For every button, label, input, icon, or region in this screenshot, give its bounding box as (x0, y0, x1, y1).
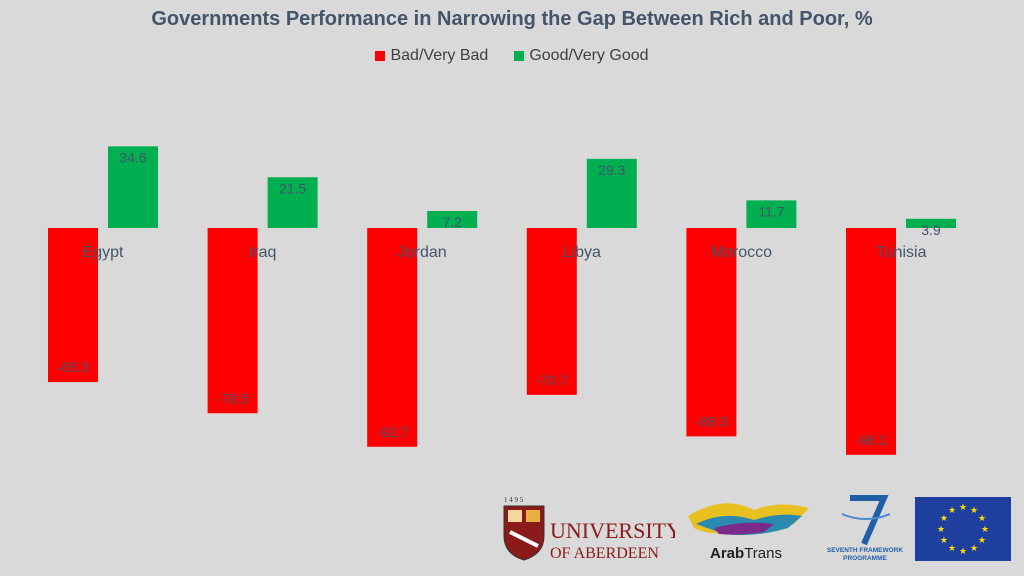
data-label: -78.5 (217, 390, 249, 406)
bar-bad (686, 228, 737, 437)
legend-swatch-good (514, 51, 525, 61)
crest-stripe (509, 530, 539, 548)
aberdeen-line1: UNIVERSITY (550, 518, 675, 543)
data-label: 21.5 (279, 180, 306, 196)
bar-good (586, 158, 637, 228)
category-label: Iraq (249, 244, 277, 261)
star-icon: ★ (940, 536, 948, 546)
star-icon: ★ (978, 536, 986, 546)
bar-good (427, 211, 478, 228)
crest-quarter (526, 510, 540, 522)
bar-good (746, 200, 797, 228)
arabtrans-logo: ArabTrans (688, 503, 809, 562)
legend-label-bad: Bad/Very Bad (390, 47, 489, 64)
data-label: -96.1 (855, 432, 887, 448)
star-icon: ★ (937, 525, 945, 535)
bar-bad (846, 228, 896, 455)
data-label: 34.6 (119, 149, 146, 165)
fp7-line1: SEVENTH FRAMEWORK (827, 547, 904, 554)
aberdeen-logo: 1 4 9 5 UNIVERSITY OF ABERDEEN (503, 496, 675, 562)
legend-item-good: Good/Very Good (514, 47, 649, 65)
star-icon: ★ (981, 525, 989, 535)
eu-flag-field (915, 497, 1011, 561)
fp7-seven-icon (850, 495, 889, 546)
legend-label-good: Good/Very Good (529, 47, 649, 64)
bar-bad (207, 228, 258, 414)
legend: Bad/Very Bad Good/Very Good (0, 47, 1024, 65)
data-label: -92.7 (376, 424, 408, 440)
bar-good (906, 218, 956, 228)
star-icon: ★ (970, 544, 978, 554)
star-icon: ★ (959, 547, 967, 557)
aberdeen-year: 1 4 9 5 (504, 496, 524, 504)
category-label: Jordan (398, 244, 447, 261)
eu-stars: ★ ★★★★★★★★★★★ (937, 503, 989, 557)
fp7-line2: PROGRAMME (843, 555, 887, 562)
star-icon: ★ (948, 506, 956, 516)
crest-quarter (508, 510, 522, 522)
category-label: Egypt (83, 244, 124, 261)
logo-strip: 1 4 9 5 UNIVERSITY OF ABERDEEN ArabTrans… (500, 494, 1020, 568)
legend-swatch-bad (375, 51, 386, 61)
data-label: 3.9 (921, 222, 941, 238)
bar-bad (526, 228, 577, 395)
data-label: -65.3 (57, 359, 89, 375)
star-icon: ★ (959, 503, 967, 513)
arabtrans-wordmark: ArabTrans (710, 545, 782, 562)
star-icon: ★ (978, 514, 986, 524)
bar-bad (367, 228, 418, 447)
data-label: 7.2 (442, 214, 462, 230)
star-icon: ★ (940, 514, 948, 524)
star-icon: ★ (970, 506, 978, 516)
chart-title: Governments Performance in Narrowing the… (151, 8, 873, 30)
fp7-logo: SEVENTH FRAMEWORK PROGRAMME (827, 495, 904, 562)
arabtrans-wave (714, 522, 774, 535)
eu-flag-icon: ★ ★★★★★★★★★★★ (915, 497, 1011, 561)
star-icon: ★ (948, 544, 956, 554)
data-label: 11.7 (758, 203, 784, 219)
bar-good (108, 146, 158, 228)
data-label: 29.3 (598, 162, 625, 178)
category-label: Libya (563, 244, 601, 261)
fp7-swoosh (841, 513, 891, 520)
legend-item-bad: Bad/Very Bad (375, 47, 488, 65)
bar-good (267, 177, 318, 228)
bar-bad (48, 228, 98, 383)
category-label: Tunisia (876, 244, 927, 261)
category-label: Morocco (711, 244, 772, 261)
aberdeen-line2: OF ABERDEEN (550, 545, 659, 562)
data-label: -70.7 (536, 372, 568, 388)
data-label: -88.3 (695, 413, 727, 429)
